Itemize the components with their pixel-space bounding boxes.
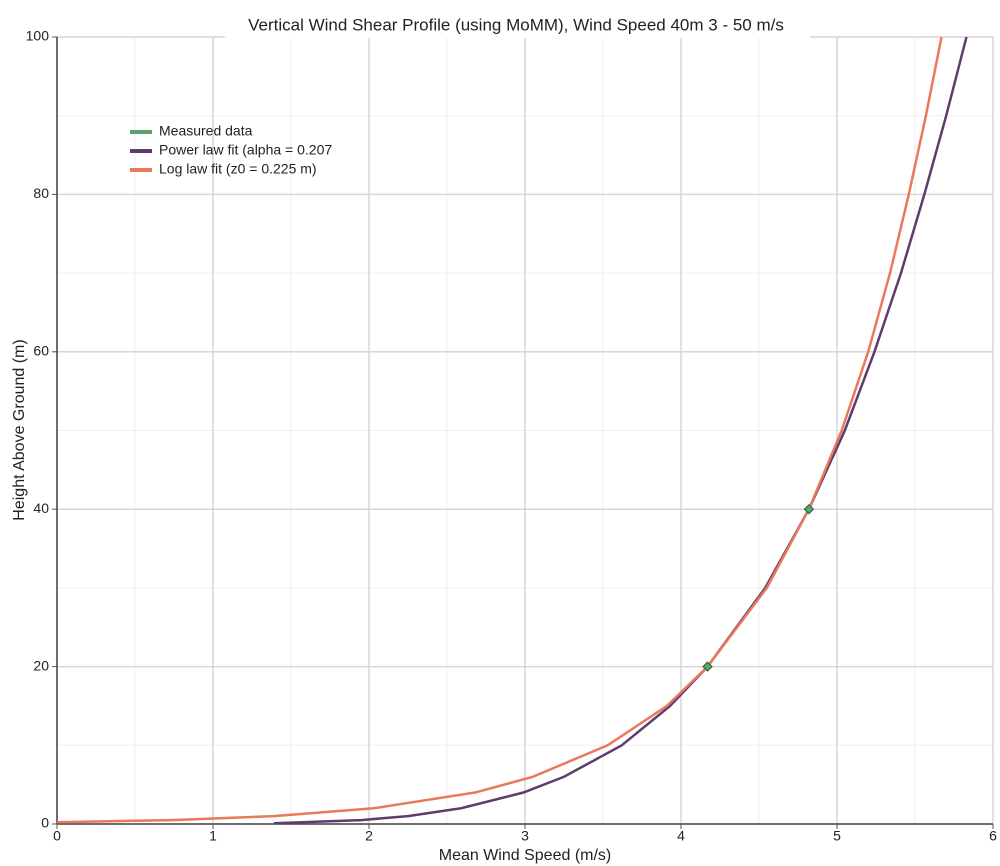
x-tick-label: 4 [677,828,685,844]
data-point [702,661,713,672]
title-background [225,14,810,38]
x-tick-label: 3 [521,828,529,844]
x-axis-label: Mean Wind Speed (m/s) [439,847,612,864]
x-tick-label: 5 [833,828,841,844]
x-tick-label: 6 [989,828,997,844]
chart-title: Vertical Wind Shear Profile (using MoMM)… [248,15,784,34]
grid [52,36,994,829]
y-tick-label: 80 [33,185,49,201]
legend-label: Measured data [159,123,253,139]
y-tick-label: 40 [33,500,49,516]
y-tick-label: 0 [41,815,49,831]
legend: Measured data Power law fit (alpha = 0.20… [130,123,332,177]
y-tick-label: 60 [33,343,49,359]
x-tick-label: 1 [209,828,217,844]
series-layer [56,36,968,825]
y-tick-label: 20 [33,657,49,673]
legend-label: Log law fit (z0 = 0.225 m) [159,161,317,177]
legend-label: Power law fit (alpha = 0.207 [159,142,332,158]
data-point [803,503,815,515]
y-tick-label: 100 [26,28,50,44]
y-axis-label: Height Above Ground (m) [11,339,28,520]
x-tick-label: 2 [365,828,373,844]
x-tick-label: 0 [53,828,61,844]
